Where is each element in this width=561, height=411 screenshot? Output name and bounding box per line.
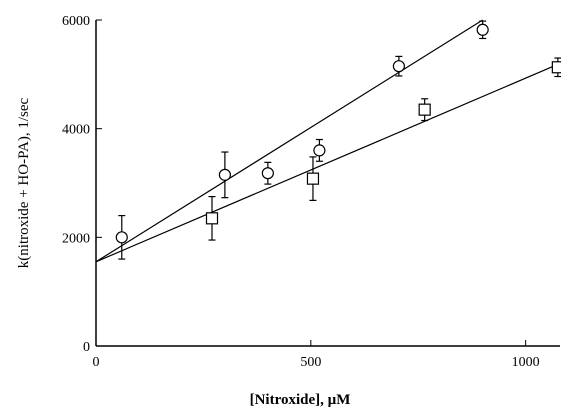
circle-marker xyxy=(115,231,128,244)
point-circle-5 xyxy=(476,20,489,40)
y-tick-label-3: 6000 xyxy=(62,14,90,29)
point-circle-2 xyxy=(261,161,274,185)
point-circle-1 xyxy=(218,151,231,199)
x-tick-label-1: 500 xyxy=(300,355,321,370)
point-square-1 xyxy=(306,156,320,201)
circle-marker xyxy=(218,168,231,181)
plot-frame xyxy=(95,20,560,347)
y-tick-label-2: 4000 xyxy=(62,123,90,138)
x-tick-label-2: 1000 xyxy=(512,355,540,370)
y-tick-label-1: 2000 xyxy=(62,231,90,246)
square-marker xyxy=(551,61,561,74)
square-marker xyxy=(205,212,219,225)
circle-marker xyxy=(313,144,326,157)
circle-marker xyxy=(476,23,489,36)
axis-ticks: 0 500 1000 0 2000 4000 6000 xyxy=(62,14,540,370)
x-axis-title: [Nitroxide], µM xyxy=(250,392,351,408)
x-tick-label-0: 0 xyxy=(93,355,100,370)
fit-lines xyxy=(95,19,561,263)
point-square-2 xyxy=(418,98,431,122)
square-marker xyxy=(306,172,320,185)
point-circle-3 xyxy=(313,138,326,162)
point-circle-4 xyxy=(392,55,405,77)
circle-marker xyxy=(261,167,274,180)
point-circle-0 xyxy=(115,215,128,260)
square-marker xyxy=(418,103,431,116)
fit-line-0 xyxy=(95,19,483,263)
y-tick-label-0: 0 xyxy=(83,340,90,355)
y-axis-title: k(nitroxide + HO-PA), 1/sec xyxy=(16,97,32,268)
circle-marker xyxy=(392,60,405,73)
fit-line-1 xyxy=(95,62,561,263)
data-marks xyxy=(115,20,561,260)
point-square-3 xyxy=(551,57,561,78)
point-square-0 xyxy=(205,195,219,241)
